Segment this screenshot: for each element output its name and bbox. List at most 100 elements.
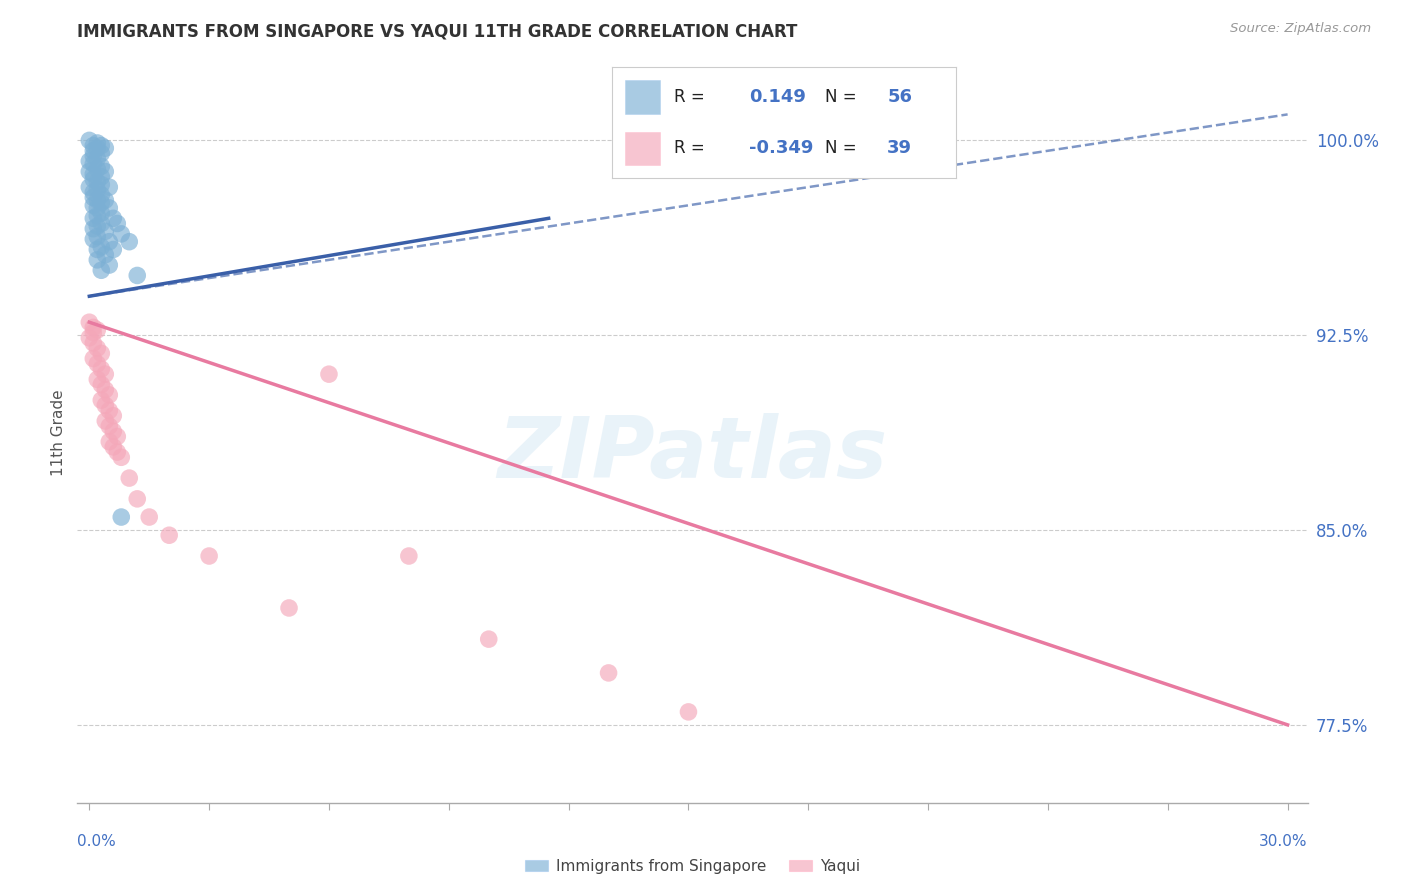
Bar — [626, 131, 659, 165]
Point — [86, 152, 108, 166]
Point — [103, 425, 125, 439]
Point — [110, 227, 132, 241]
Point — [90, 217, 112, 231]
Point — [127, 491, 149, 506]
Point — [90, 346, 112, 360]
Point — [98, 419, 121, 434]
Point — [678, 705, 700, 719]
Point — [478, 632, 501, 647]
Point — [82, 198, 104, 212]
Point — [86, 175, 108, 189]
Point — [86, 183, 108, 197]
Bar — [626, 80, 659, 114]
Text: 30.0%: 30.0% — [1260, 834, 1308, 849]
Text: N =: N = — [825, 139, 856, 157]
Point — [90, 377, 112, 392]
Point — [90, 159, 112, 173]
Point — [82, 326, 104, 340]
Point — [90, 206, 112, 220]
Point — [86, 209, 108, 223]
Point — [103, 409, 125, 423]
Point — [82, 138, 104, 153]
Point — [138, 510, 160, 524]
Point — [94, 164, 117, 178]
Point — [86, 323, 108, 337]
Point — [86, 161, 108, 176]
Point — [105, 445, 128, 459]
Point — [82, 186, 104, 200]
Point — [86, 141, 108, 155]
Point — [90, 263, 112, 277]
Point — [86, 229, 108, 244]
Point — [94, 398, 117, 412]
Point — [94, 224, 117, 238]
Point — [79, 154, 101, 169]
Point — [94, 383, 117, 397]
Point — [278, 601, 301, 615]
Point — [86, 201, 108, 215]
Point — [82, 351, 104, 366]
Point — [79, 315, 101, 329]
Point — [94, 367, 117, 381]
Point — [79, 331, 101, 345]
Point — [82, 157, 104, 171]
Point — [98, 434, 121, 449]
Point — [110, 510, 132, 524]
Point — [118, 235, 141, 249]
Text: 39: 39 — [887, 139, 912, 157]
Text: IMMIGRANTS FROM SINGAPORE VS YAQUI 11TH GRADE CORRELATION CHART: IMMIGRANTS FROM SINGAPORE VS YAQUI 11TH … — [77, 22, 797, 40]
Point — [98, 258, 121, 272]
Text: R =: R = — [673, 88, 704, 106]
Point — [90, 169, 112, 184]
Point — [82, 190, 104, 204]
Point — [82, 167, 104, 181]
Legend: Immigrants from Singapore, Yaqui: Immigrants from Singapore, Yaqui — [519, 853, 866, 880]
Point — [103, 211, 125, 226]
Point — [90, 195, 112, 210]
Point — [86, 341, 108, 355]
Point — [90, 146, 112, 161]
Point — [86, 136, 108, 150]
Point — [105, 429, 128, 443]
Point — [103, 440, 125, 454]
Point — [90, 138, 112, 153]
Point — [79, 164, 101, 178]
Point — [90, 393, 112, 408]
Point — [82, 172, 104, 186]
Point — [82, 211, 104, 226]
Point — [86, 357, 108, 371]
Point — [82, 336, 104, 351]
Point — [82, 144, 104, 158]
Text: Source: ZipAtlas.com: Source: ZipAtlas.com — [1230, 22, 1371, 36]
Point — [127, 268, 149, 283]
Point — [98, 201, 121, 215]
Point — [94, 193, 117, 207]
Point — [598, 665, 620, 680]
Point — [82, 232, 104, 246]
Text: R =: R = — [673, 139, 704, 157]
Point — [90, 240, 112, 254]
Point — [94, 248, 117, 262]
Point — [82, 149, 104, 163]
Text: 56: 56 — [887, 88, 912, 106]
Text: 0.149: 0.149 — [749, 88, 806, 106]
Point — [90, 178, 112, 192]
Point — [82, 221, 104, 235]
Point — [118, 471, 141, 485]
Point — [318, 367, 340, 381]
Point — [86, 372, 108, 386]
Point — [86, 219, 108, 233]
Text: N =: N = — [825, 88, 856, 106]
Point — [86, 252, 108, 267]
Text: ZIPatlas: ZIPatlas — [498, 413, 887, 496]
Point — [79, 133, 101, 147]
Point — [98, 403, 121, 417]
Point — [398, 549, 420, 563]
Point — [90, 188, 112, 202]
Point — [198, 549, 221, 563]
Point — [110, 450, 132, 465]
Point — [86, 193, 108, 207]
Point — [94, 414, 117, 428]
Point — [82, 320, 104, 334]
Point — [94, 141, 117, 155]
